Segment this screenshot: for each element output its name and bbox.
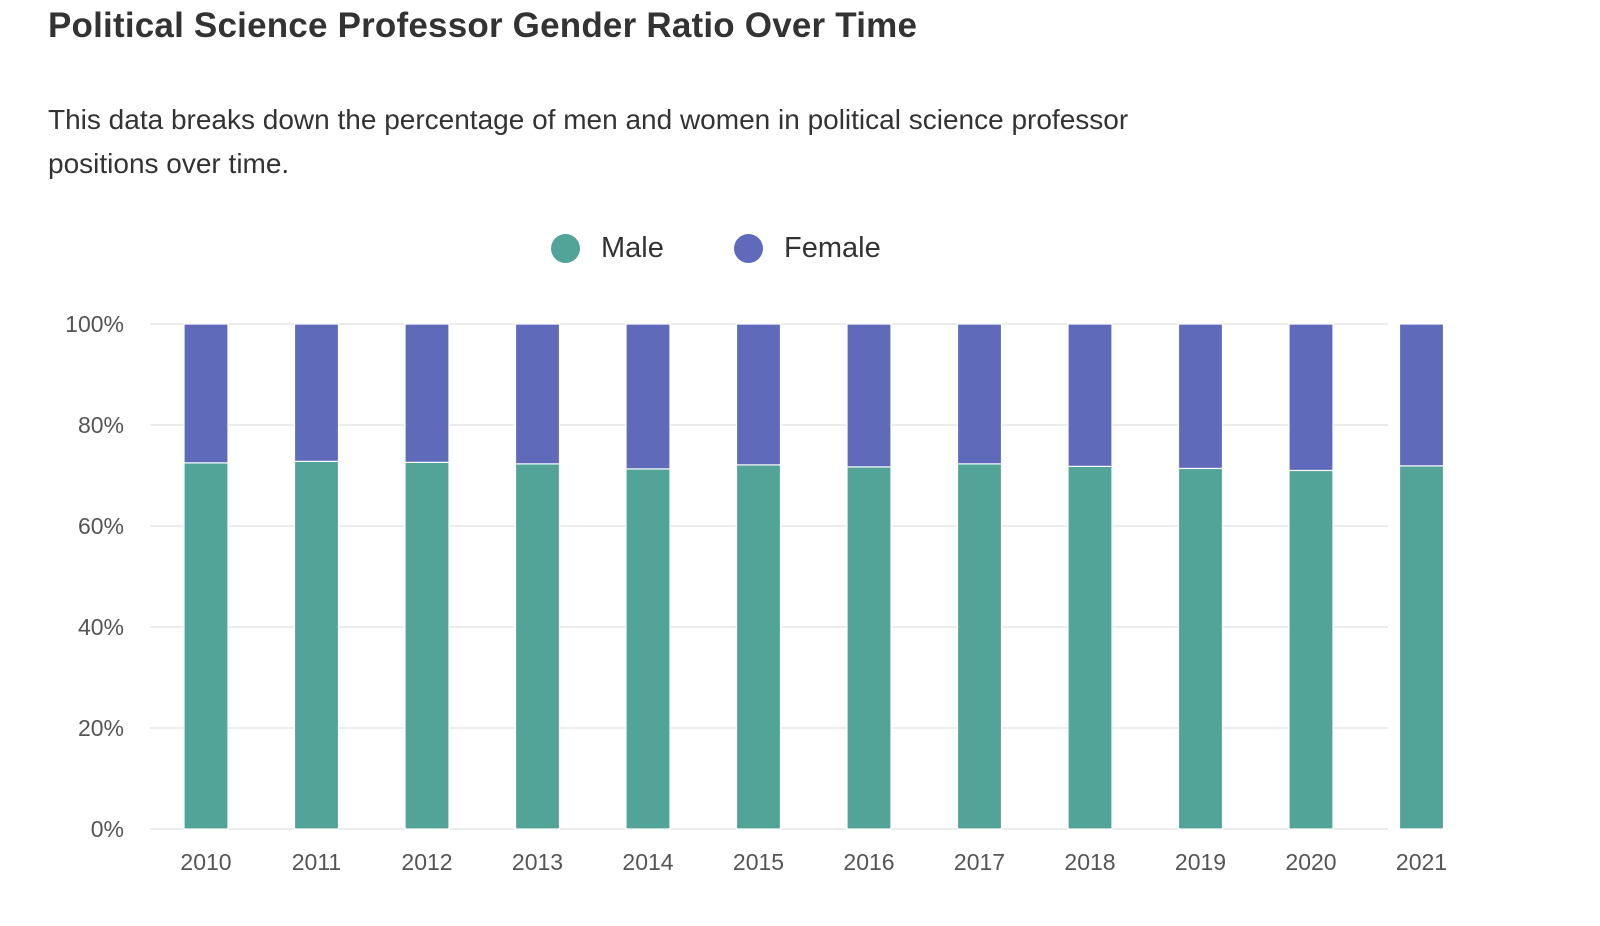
x-tick-label-2011: 2011 (292, 849, 341, 875)
bar-female-2012[interactable] (404, 323, 450, 463)
bar-male-2012[interactable] (404, 461, 450, 830)
chart-title: Political Science Professor Gender Ratio… (48, 6, 918, 45)
bar-female-2017[interactable] (956, 323, 1003, 465)
y-tick-label-0: 0% (91, 816, 124, 842)
x-tick-label-2013: 2013 (512, 849, 563, 875)
legend: Male Female (0, 228, 1600, 268)
bar-female-2013[interactable] (514, 323, 561, 465)
x-tick-label-2017: 2017 (954, 849, 1005, 875)
bar-male-2010[interactable] (183, 462, 229, 830)
bar-female-2019[interactable] (1177, 323, 1224, 470)
bar-female-2010[interactable] (183, 323, 229, 464)
bar-male-2016[interactable] (846, 466, 892, 830)
y-axis: 0% 20% 40% 60% 80% 100% (65, 311, 124, 842)
legend-marker-female (734, 233, 763, 263)
x-tick-label-2021: 2021 (1396, 849, 1447, 875)
legend-marker-male (551, 233, 580, 263)
legend-label-male: Male (601, 231, 664, 264)
bar-male-2019[interactable] (1177, 467, 1224, 830)
bar-male-2021[interactable] (1398, 465, 1445, 830)
bar-female-2020[interactable] (1288, 323, 1334, 472)
bar-female-2015[interactable] (735, 323, 782, 466)
bar-male-2013[interactable] (514, 463, 561, 830)
x-tick-label-2019: 2019 (1175, 849, 1226, 875)
bar-male-2011[interactable] (293, 460, 340, 830)
y-tick-label-1: 20% (78, 715, 124, 741)
x-tick-label-2016: 2016 (843, 849, 894, 875)
y-tick-label-3: 60% (78, 513, 124, 539)
bar-female-2021[interactable] (1398, 323, 1445, 467)
x-tick-label-2010: 2010 (180, 849, 231, 875)
y-tick-label-2: 40% (78, 614, 124, 640)
legend-item-female[interactable]: Female (734, 228, 881, 268)
bar-male-2014[interactable] (625, 468, 671, 830)
x-tick-label-2020: 2020 (1285, 849, 1336, 875)
bar-female-2014[interactable] (625, 323, 671, 470)
bar-male-2018[interactable] (1067, 465, 1113, 830)
bar-female-2011[interactable] (293, 323, 340, 462)
legend-item-male[interactable]: Male (551, 228, 664, 268)
bar-male-2015[interactable] (735, 464, 782, 830)
bar-female-2018[interactable] (1067, 323, 1113, 468)
x-tick-label-2014: 2014 (622, 849, 673, 875)
bars (183, 323, 1445, 830)
chart-subtitle: This data breaks down the percentage of … (48, 104, 1129, 179)
legend-label-female: Female (784, 231, 881, 264)
x-tick-label-2015: 2015 (733, 849, 784, 875)
bar-male-2020[interactable] (1288, 469, 1334, 830)
bar-male-2017[interactable] (956, 463, 1003, 830)
bar-chart: 0%20%40%60%80%100% 2010 2011 2012 2013 2014 2… (65, 311, 1447, 875)
bar-female-2016[interactable] (846, 323, 892, 468)
y-tick-label-5: 100% (65, 311, 124, 337)
x-axis: 2010 2011 2012 2013 2014 2015 2016 2017 2018 2019… (180, 849, 1447, 875)
x-tick-label-2018: 2018 (1064, 849, 1115, 875)
y-tick-label-4: 80% (78, 412, 124, 438)
x-tick-label-2012: 2012 (401, 849, 452, 875)
